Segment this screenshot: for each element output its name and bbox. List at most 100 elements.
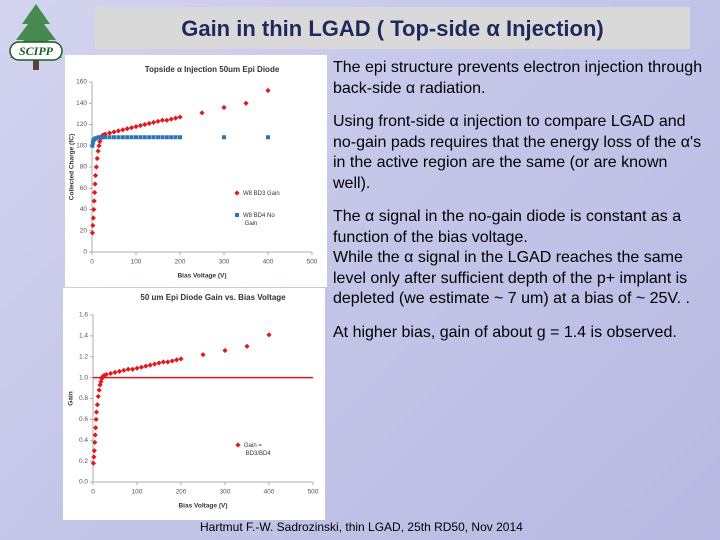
slide-title: Gain in thin LGAD ( Top-side α Injection… [181,16,604,41]
marker [100,132,106,138]
chart: Topside α Injection 50um Epi Diode 0 20 40 6… [65,55,327,287]
x-axis-title: Bias Voltage (V) [178,503,227,510]
marker [146,120,152,127]
marker [95,393,101,400]
marker [97,138,103,145]
marker [90,222,96,229]
marker [116,368,122,374]
marker [121,367,127,373]
marker [92,181,98,187]
marker [160,135,165,140]
x-tick-label: 400 [263,259,274,266]
y-tick-label: 60 [80,185,88,192]
marker [108,370,114,377]
marker [107,130,113,136]
marker [91,206,97,213]
marker [94,155,100,162]
x-tick-label: 0 [91,489,95,496]
paragraph: The α signal in the no-gain diode is con… [333,208,682,246]
marker [159,117,165,123]
marker [134,135,138,140]
marker [164,135,169,140]
x-tick-label: 200 [176,489,187,496]
marker [101,135,105,140]
marker [96,143,102,149]
marker [200,352,206,358]
marker [155,118,161,124]
title-box: Gain in thin LGAD ( Top-side α Injection… [95,7,690,49]
marker [178,356,184,362]
marker [92,189,98,196]
marker [142,135,147,140]
x-tick-label: 0 [90,259,94,266]
x-tick-label: 300 [220,489,231,496]
marker [265,87,271,94]
y-axis-title: Gain [68,391,75,405]
x-tick-label: 200 [175,259,186,266]
marker [90,215,96,221]
marker [199,110,205,116]
x-tick-label: 100 [131,259,142,266]
marker [138,364,144,370]
paragraph: While the α signal in the LGAD reaches t… [333,249,690,307]
y-tick-label: 100 [76,142,87,149]
marker [93,425,99,431]
marker [142,121,148,128]
x-tick-label: 400 [264,489,275,496]
marker [156,135,160,140]
marker [107,135,112,140]
marker [124,126,130,132]
y-tick-label: 0.8 [79,395,88,402]
marker [266,332,272,338]
marker [96,387,102,393]
legend-label: W8 BD3 Gain [243,191,280,197]
y-tick-label: 20 [80,227,88,234]
y-tick-label: 140 [76,100,87,107]
marker [160,359,166,365]
marker [222,347,228,354]
y-tick-label: 0.6 [79,416,88,423]
marker [92,172,99,179]
legend-marker [234,190,240,196]
chart-title: 50 um Epi Diode Gain vs. Bias Voltage [140,293,286,302]
marker [91,448,97,454]
paragraph: At higher bias, gain of about g = 1.4 is… [333,323,677,341]
marker [151,119,157,125]
marker [137,122,143,129]
marker [165,359,171,365]
legend-label: Gain = BD3/BD4 [244,443,271,457]
y-tick-label: 1.2 [79,353,88,360]
legend-label: W8 BD4 No Gain [243,213,275,227]
marker [173,135,178,140]
paragraph: Using front-side α injection to compare … [333,113,702,192]
marker [164,117,170,123]
marker [169,135,174,140]
x-tick-label: 300 [219,259,230,266]
marker [90,143,95,148]
footer: Hartmut F.-W. Sadrozinski, thin LGAD, 25… [200,520,523,534]
marker [98,135,103,140]
chart-title: Topside α Injection 50um Epi Diode [145,65,280,74]
marker [96,135,101,140]
marker [178,135,182,140]
y-tick-label: 40 [80,206,88,213]
marker [147,362,153,368]
marker [92,432,98,438]
marker [133,124,139,130]
marker [134,365,140,371]
marker [91,454,97,460]
marker [91,198,97,204]
legend-marker [235,213,239,217]
marker [94,136,99,141]
marker [120,127,126,133]
marker [266,135,270,140]
marker [143,363,149,369]
marker [169,358,175,364]
x-axis-title: Bias Voltage (V) [177,273,226,280]
y-tick-label: 0.4 [79,437,88,444]
marker [93,416,99,422]
marker [112,369,118,376]
body-text: The epi structure prevents electron inje… [333,58,703,356]
logo: SCIPP [9,4,63,70]
